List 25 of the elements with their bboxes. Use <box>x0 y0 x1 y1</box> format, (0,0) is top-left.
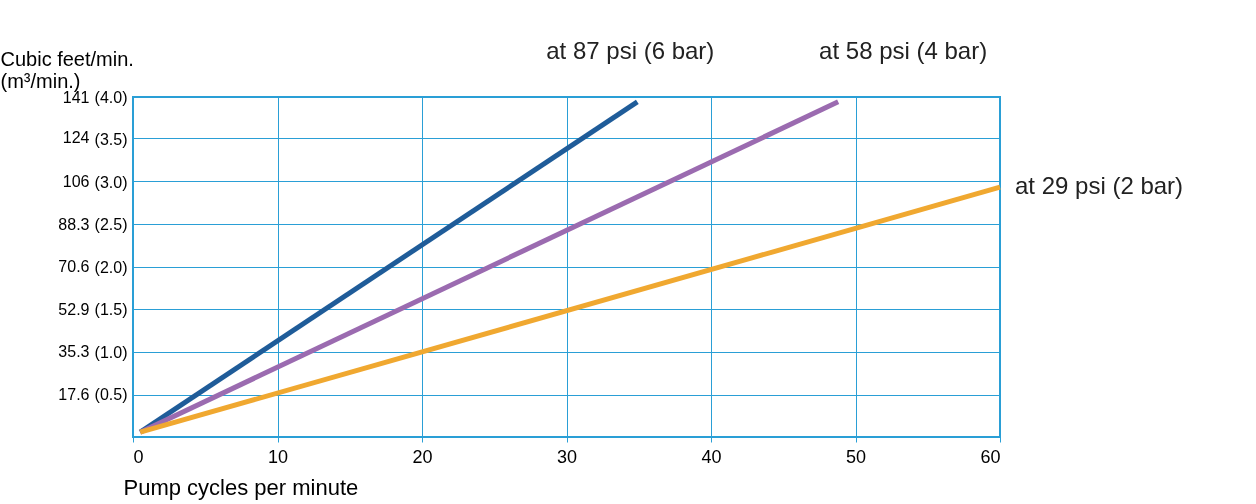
y-tick-label: 17.6 <box>58 386 90 404</box>
y-tick-label: 88.3 <box>58 215 90 233</box>
y-tick-label: 35.3 <box>58 343 90 361</box>
y2-tick-label: (3.5) <box>94 131 128 148</box>
y2-tick-label: (0.5) <box>94 386 128 403</box>
x-tick-label: 0 <box>133 446 144 467</box>
y2-tick-label: (1.5) <box>94 301 128 318</box>
x-tick-label: 20 <box>412 446 433 467</box>
x-tick-label: 60 <box>980 446 1001 467</box>
x-axis-title: Pump cycles per minute <box>123 474 359 500</box>
y-tick-label: 52.9 <box>58 300 90 318</box>
series-label: at 29 psi (2 bar) <box>1015 172 1184 200</box>
y-tick-label: 106 <box>62 172 90 190</box>
x-tick-label: 30 <box>556 446 578 467</box>
y2-tick-label: (2.5) <box>94 216 128 233</box>
x-tick-label: 10 <box>267 446 289 467</box>
y2-tick-label: (3.0) <box>94 173 128 191</box>
x-tick-label: 50 <box>845 446 867 467</box>
x-tick-label: 40 <box>701 446 722 467</box>
y-tick-label: 70.6 <box>58 258 90 276</box>
y2-tick-label: (1.0) <box>94 343 128 361</box>
text: at 87 psi (6 bar) <box>546 36 715 64</box>
y2-tick-label: (2.0) <box>94 258 128 276</box>
series-label: at 58 psi (4 bar) <box>819 36 988 64</box>
y-tick-label: 124 <box>62 129 90 147</box>
